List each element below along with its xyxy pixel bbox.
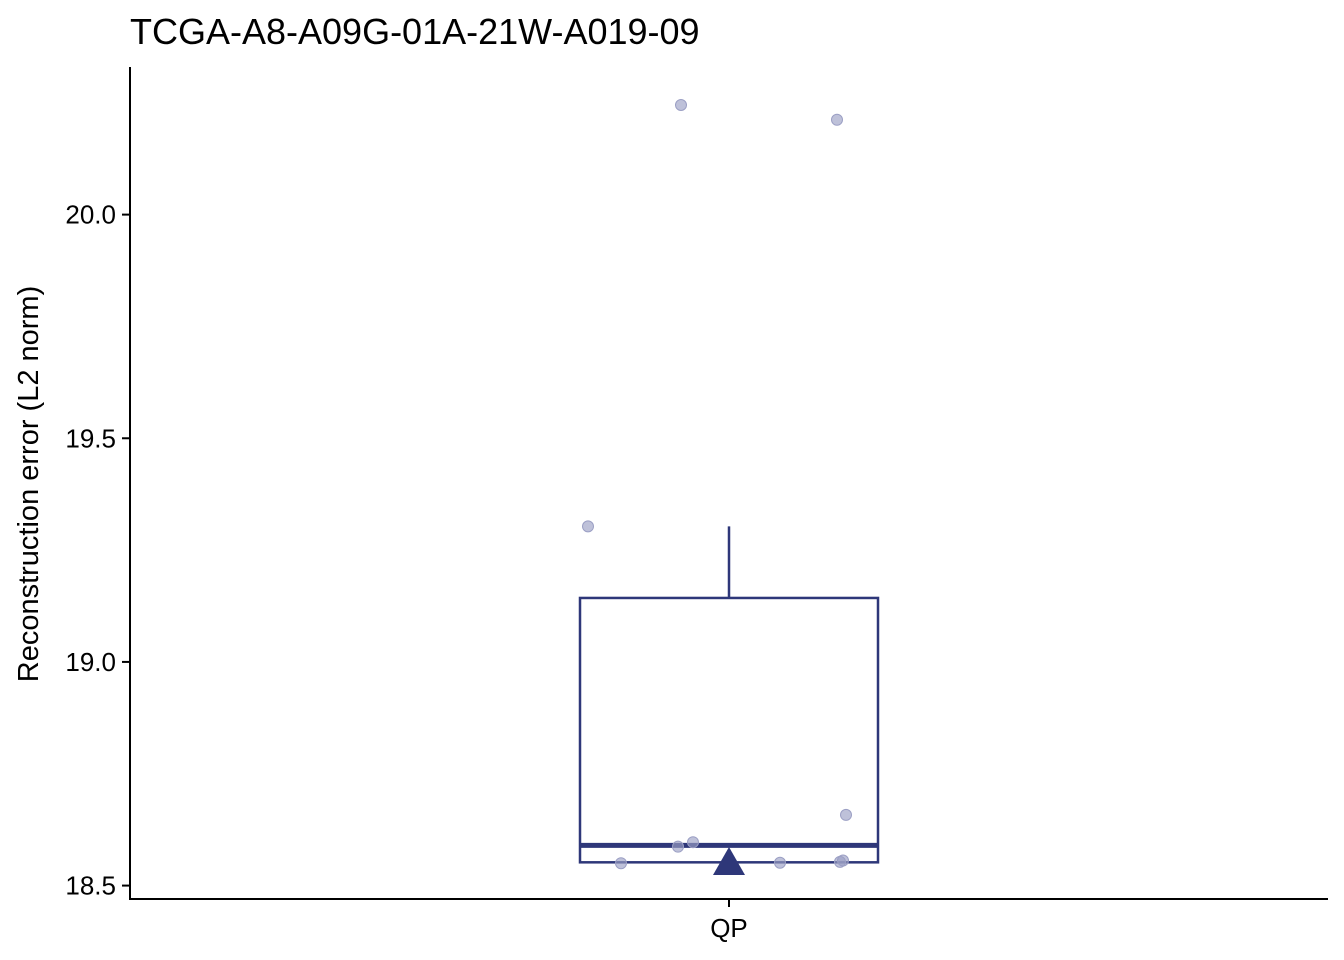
chart-title: TCGA-A8-A09G-01A-21W-A019-09 bbox=[130, 11, 700, 52]
data-point-5 bbox=[672, 840, 684, 853]
data-point-7 bbox=[774, 856, 786, 869]
data-point-1 bbox=[582, 520, 594, 533]
data-point-3 bbox=[831, 113, 843, 126]
plot-area bbox=[578, 99, 880, 875]
y-tick-label: 18.5 bbox=[65, 871, 116, 901]
y-tick-label: 19.5 bbox=[65, 423, 116, 453]
y-axis-label: Reconstruction error (L2 norm) bbox=[13, 286, 45, 682]
data-point-9 bbox=[837, 854, 849, 867]
box-iqr bbox=[578, 596, 880, 864]
y-tick-label: 19.0 bbox=[65, 647, 116, 677]
data-point-10 bbox=[840, 808, 852, 821]
data-point-4 bbox=[615, 857, 627, 870]
x-tick-label: QP bbox=[710, 913, 748, 943]
y-axis-ticks: 18.5 19.0 19.5 20.0 bbox=[65, 200, 130, 901]
data-point-2 bbox=[675, 99, 687, 112]
mean-marker bbox=[713, 846, 745, 875]
y-tick-label: 20.0 bbox=[65, 200, 116, 230]
x-axis-ticks: QP bbox=[710, 899, 748, 943]
data-point-6 bbox=[687, 836, 699, 849]
